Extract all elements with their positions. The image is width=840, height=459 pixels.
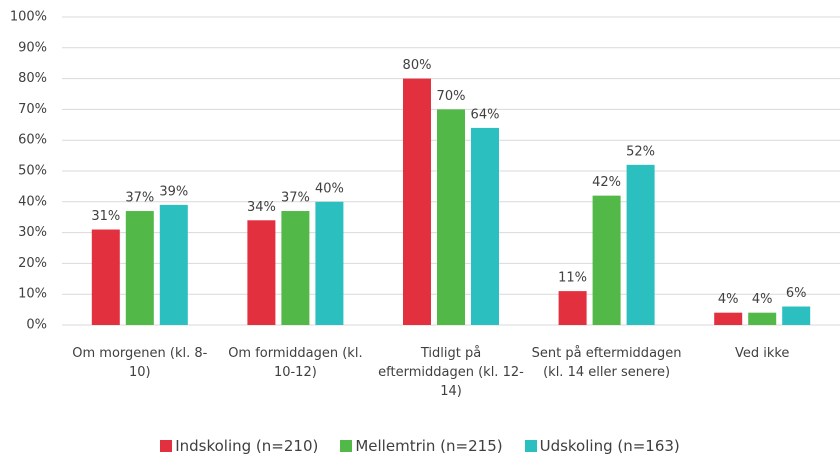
bar — [315, 201, 344, 325]
bar — [471, 127, 499, 325]
y-tick-label: 70% — [18, 102, 47, 117]
value-label: 11% — [558, 271, 587, 286]
value-label: 34% — [247, 200, 276, 215]
y-tick-label: 50% — [18, 164, 47, 179]
bar — [558, 291, 587, 325]
y-tick-label: 0% — [26, 318, 47, 333]
value-label: 70% — [437, 89, 466, 104]
bar — [437, 109, 465, 326]
legend: Indskoling (n=210) Mellemtrin (n=215) Udsk… — [0, 437, 840, 455]
y-tick-label: 10% — [18, 287, 47, 302]
legend-item: Udskoling (n=163) — [524, 437, 680, 455]
y-tick-label: 40% — [18, 194, 47, 209]
legend-swatch — [160, 440, 173, 452]
bar — [714, 312, 743, 325]
value-label: 39% — [159, 184, 188, 199]
value-label: 40% — [315, 181, 344, 196]
legend-swatch — [524, 440, 537, 452]
legend-label: Udskoling (n=163) — [539, 437, 680, 455]
bar — [782, 306, 811, 325]
value-label: 80% — [403, 58, 432, 73]
value-label: 31% — [91, 209, 120, 224]
bar — [403, 78, 431, 325]
y-tick-label: 30% — [18, 225, 47, 240]
legend-swatch — [340, 440, 353, 452]
value-label: 4% — [752, 292, 773, 307]
y-tick-label: 60% — [18, 133, 47, 148]
value-label: 52% — [626, 144, 655, 159]
value-label: 64% — [471, 107, 500, 122]
x-tick-label: Om formiddagen (kl. 10-12) — [228, 346, 363, 380]
value-label: 37% — [125, 191, 154, 206]
bar — [748, 312, 777, 325]
bar — [125, 211, 154, 325]
x-tick-label: Ved ikke — [734, 346, 790, 361]
value-label: 6% — [786, 286, 807, 301]
y-tick-label: 80% — [18, 71, 47, 86]
bar — [159, 204, 188, 325]
y-tick-label: 100% — [10, 10, 47, 25]
y-tick-label: 90% — [18, 40, 47, 55]
x-tick-label: Sent på eftermiddagen (kl. 14 eller sene… — [531, 346, 682, 380]
legend-label: Indskoling (n=210) — [175, 437, 319, 455]
value-label: 37% — [281, 191, 310, 206]
legend-label: Mellemtrin (n=215) — [355, 437, 503, 455]
x-tick-label: Om morgenen (kl. 8-10) — [72, 346, 208, 380]
legend-item: Indskoling (n=210) — [160, 437, 318, 455]
x-tick-label: Tidligt på eftermiddagen (kl. 12-14) — [378, 346, 524, 399]
bar — [247, 220, 276, 325]
y-tick-label: 20% — [18, 256, 47, 271]
bar — [626, 164, 655, 325]
value-label: 4% — [718, 292, 739, 307]
value-label: 42% — [592, 175, 621, 190]
bar — [281, 211, 310, 325]
bar — [91, 229, 120, 325]
legend-item: Mellemtrin (n=215) — [340, 437, 503, 455]
bar — [592, 195, 621, 325]
